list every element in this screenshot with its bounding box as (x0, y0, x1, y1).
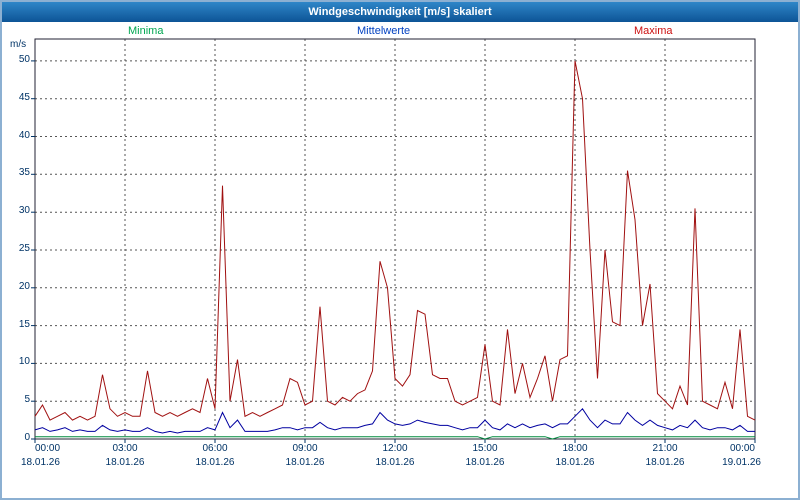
x-tick-date-label: 18.01.26 (375, 457, 415, 468)
series-maxima-line (34, 60, 756, 421)
x-tick-time-label: 09:00 (292, 443, 318, 454)
title-bar: Windgeschwindigkeit [m/s] skaliert (2, 2, 798, 22)
x-tick-date-label: 18.01.26 (645, 457, 685, 468)
x-tick-time-label: 00:00 (35, 443, 61, 454)
y-tick-label: 10 (18, 356, 30, 368)
x-tick-date-label: 18.01.26 (105, 457, 145, 468)
legend-mittelwerte: Mittelwerte (357, 25, 411, 37)
y-tick-label: 0 (24, 432, 30, 443)
series-minima-line (35, 436, 755, 440)
x-tick-time-label: 12:00 (382, 443, 408, 454)
x-tick-date-label: 19.01.26 (722, 457, 761, 468)
x-tick-time-label: 03:00 (112, 443, 138, 454)
y-axis-unit-label: m/s (10, 39, 27, 50)
x-tick-time-label: 06:00 (202, 443, 228, 454)
x-tick-date-label: 18.01.26 (195, 457, 235, 468)
plot-svg (31, 38, 756, 443)
legend-minima: Minima (128, 25, 164, 37)
series-mittelwerte-line (34, 408, 755, 434)
x-tick-time-label: 00:00 (729, 443, 755, 454)
y-tick-label: 20 (18, 280, 30, 292)
x-tick-time-label: 21:00 (652, 443, 678, 454)
x-tick-date-label: 18.01.26 (555, 457, 595, 468)
chart-content: Minima Mittelwerte Maxima m/s 0 5 10 15 20 25… (2, 22, 798, 498)
y-tick-label: 40 (18, 129, 30, 141)
x-tick-date-label: 18.01.26 (21, 457, 60, 468)
y-tick-label: 30 (18, 205, 30, 217)
y-tick-label: 15 (18, 318, 30, 330)
legend-maxima: Maxima (634, 25, 673, 37)
y-tick-label: 5 (24, 394, 30, 406)
y-tick-label: 35 (18, 167, 30, 179)
y-tick-label: 25 (18, 242, 30, 254)
x-tick-time-label: 15:00 (472, 443, 498, 454)
y-tick-label: 45 (18, 91, 30, 103)
y-tick-label: 50 (18, 53, 30, 65)
x-tick-time-label: 18:00 (562, 443, 588, 454)
x-tick-date-label: 18.01.26 (465, 457, 505, 468)
x-tick-date-label: 18.01.26 (285, 457, 325, 468)
window-title: Windgeschwindigkeit [m/s] skaliert (308, 6, 492, 18)
